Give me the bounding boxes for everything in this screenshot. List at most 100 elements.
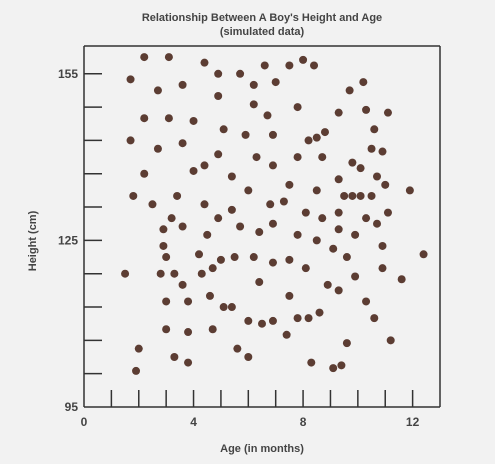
data-point [271,78,280,87]
data-point [233,344,242,353]
data-point [184,328,193,337]
data-point [244,186,253,195]
x-tick-label: 4 [190,415,197,429]
data-point [285,255,294,264]
data-point [162,297,171,306]
data-point [381,180,390,189]
data-point [383,108,392,117]
data-point [383,208,392,217]
data-point [345,86,354,95]
data-point [178,139,187,148]
data-point [121,269,130,278]
data-point [203,230,212,239]
data-point [216,255,225,264]
data-point [255,228,264,237]
data-point [304,314,313,323]
data-point [178,222,187,231]
data-point [258,319,266,328]
x-axis-label: Age (in months) [220,443,304,455]
data-point [178,280,187,289]
data-point [140,53,149,62]
data-point [208,264,217,273]
y-axis-tick-labels: 95 125 155 [58,67,78,414]
y-tick-label: 155 [58,67,78,81]
data-point [312,186,321,195]
data-point [315,308,324,317]
data-point [351,272,360,281]
y-tick-label: 95 [65,400,79,414]
data-points [121,53,428,375]
data-point [159,225,168,234]
data-point [356,164,365,173]
y-tick-label: 125 [58,233,78,247]
data-point [301,208,310,217]
data-point [252,153,261,162]
data-point [170,269,179,278]
data-point [200,200,209,209]
plot-frame [83,45,441,408]
data-point [173,191,182,200]
data-point [184,297,193,306]
data-point [362,105,371,114]
data-point [189,166,198,175]
data-point [386,336,395,345]
data-point [126,75,135,84]
data-point [244,353,253,362]
data-point [214,214,223,223]
data-point [153,86,162,95]
data-point [334,175,343,184]
data-point [342,253,351,262]
chart-subtitle: (simulated data) [220,26,305,38]
data-point [189,116,198,125]
data-point [419,250,428,259]
data-point [293,103,302,112]
x-tick-label: 12 [406,415,420,429]
data-point [348,191,357,200]
data-point [268,258,277,267]
data-point [241,130,250,139]
data-point [134,344,143,353]
data-point [397,275,406,284]
data-point [156,269,165,278]
data-point [370,314,379,323]
data-point [159,241,168,250]
data-point [378,147,387,156]
data-point [126,136,135,145]
data-point [378,241,387,250]
data-point [307,358,316,367]
data-point [249,253,258,262]
data-point [323,280,332,289]
data-point [195,250,204,259]
y-axis-ticks [84,73,102,375]
data-point [334,208,343,217]
data-point [318,153,327,162]
data-point [359,78,368,87]
data-point [285,291,294,300]
data-point [293,230,302,239]
data-point [367,191,376,200]
data-point [318,214,327,223]
data-point [334,225,343,234]
data-point [205,291,214,300]
data-point [334,108,343,117]
data-point [162,253,171,262]
data-point [140,169,149,178]
data-point [373,219,382,228]
data-point [304,136,313,145]
data-point [320,128,329,137]
data-point [230,253,239,262]
data-point [214,69,223,78]
data-point [164,114,173,123]
data-point [244,316,253,325]
data-point [260,61,269,70]
data-point [329,364,338,373]
data-point [266,200,275,209]
data-point [370,125,379,134]
data-point [285,61,294,70]
data-point [293,314,302,323]
data-point [214,91,223,100]
data-point [197,269,206,278]
data-point [170,353,179,362]
data-point [356,191,365,200]
x-axis-tick-labels: 0 4 8 12 [81,415,420,429]
